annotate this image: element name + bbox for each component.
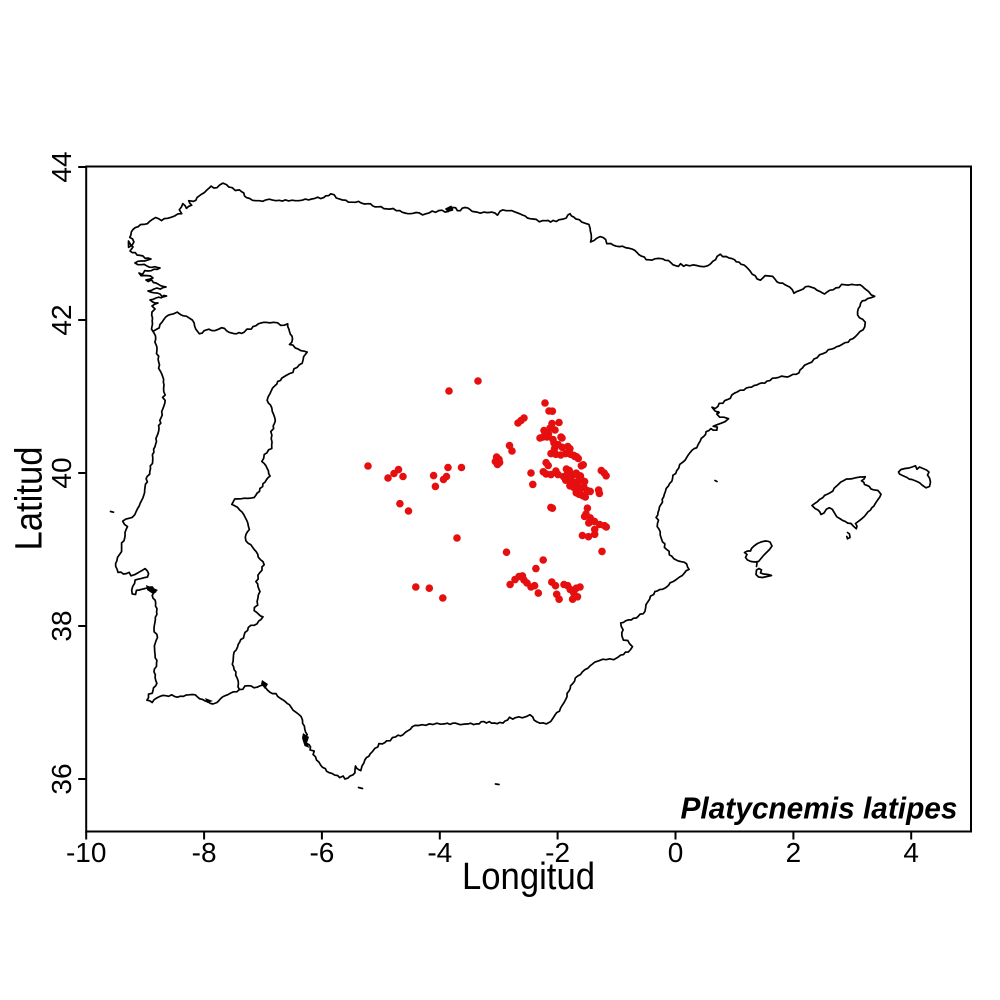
- svg-text:-6: -6: [309, 837, 334, 868]
- svg-text:Latitud: Latitud: [9, 447, 51, 551]
- svg-text:38: 38: [46, 610, 77, 641]
- svg-text:40: 40: [46, 457, 77, 488]
- svg-text:36: 36: [46, 763, 77, 794]
- svg-text:44: 44: [46, 151, 77, 182]
- svg-text:-4: -4: [427, 837, 452, 868]
- svg-text:2: 2: [786, 837, 802, 868]
- svg-text:Platycnemis latipes: Platycnemis latipes: [681, 791, 958, 826]
- svg-text:Longitud: Longitud: [462, 856, 595, 898]
- svg-text:0: 0: [668, 837, 684, 868]
- svg-text:42: 42: [46, 304, 77, 335]
- svg-text:-8: -8: [192, 837, 217, 868]
- svg-text:4: 4: [903, 837, 919, 868]
- svg-text:-10: -10: [66, 837, 106, 868]
- svg-text:-2: -2: [545, 837, 570, 868]
